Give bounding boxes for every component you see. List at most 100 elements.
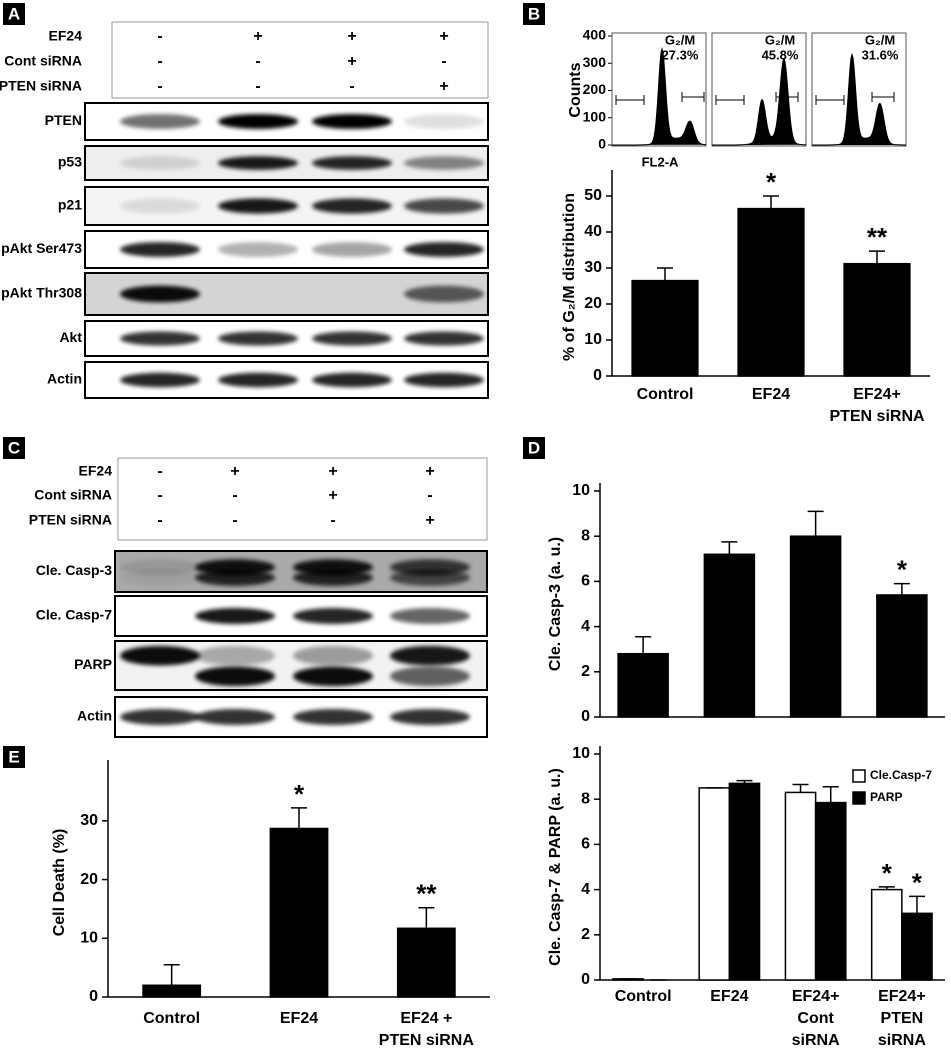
blot-band [195, 569, 275, 586]
band-label: pAkt Ser473 [1, 240, 82, 256]
y-tick-label: 20 [584, 295, 602, 312]
error-bar [163, 963, 180, 986]
blot-band [312, 242, 392, 257]
band-label: Akt [59, 329, 82, 345]
band-label: p21 [58, 197, 82, 213]
blot-band [195, 666, 275, 687]
header-label: PTEN siRNA [29, 512, 112, 528]
header-cell: - [157, 53, 162, 70]
error-bar [893, 582, 910, 595]
blot-band [404, 331, 484, 346]
bar [784, 791, 817, 981]
y-tick-label: 4 [581, 881, 590, 898]
header-label: Cont siRNA [34, 487, 112, 503]
flow-tick-label: 100 [583, 108, 607, 124]
blot-band [404, 198, 484, 214]
blot-band [218, 242, 298, 257]
blot-band [293, 645, 373, 666]
error-bar [807, 510, 824, 537]
histogram-box [811, 32, 907, 147]
flow-ylabel: Counts [567, 62, 584, 117]
y-tick-label: 10 [584, 331, 602, 348]
bar [876, 594, 928, 718]
panel-label-box [523, 3, 545, 25]
blot-band [404, 242, 484, 257]
panel-label-box [3, 437, 25, 459]
y-tick-label: 8 [581, 527, 590, 544]
x-tick-label: Control [615, 988, 672, 1005]
bar [269, 827, 329, 998]
x-tick-label: PTEN siRNA [829, 408, 925, 425]
header-cell: - [330, 512, 335, 529]
y-axis-label: Cle. Casp-3 (a. u.) [547, 537, 564, 671]
panel-label-box [3, 746, 25, 768]
blot-band [195, 608, 275, 624]
blot-band [195, 645, 275, 666]
error-bar [878, 886, 895, 890]
blot-band [293, 569, 373, 586]
blot-band [218, 114, 298, 129]
band-label: PTEN [45, 112, 82, 128]
error-bar [869, 250, 885, 264]
blot-band [218, 156, 298, 170]
header-cell: + [439, 78, 448, 95]
blot-band [404, 285, 484, 303]
x-tick-label: Cont [797, 1010, 834, 1027]
header-cell: + [347, 53, 356, 70]
blot-band [293, 608, 373, 624]
blot-band [218, 198, 298, 214]
panel-label: E [8, 747, 19, 766]
band-label: PARP [74, 656, 112, 672]
blot-band [312, 156, 392, 170]
header-cell: - [441, 53, 446, 70]
x-tick-label: PTEN siRNA [379, 1032, 475, 1049]
gate-percent: 45.8% [762, 47, 799, 62]
y-tick-label: 6 [581, 573, 590, 590]
x-tick-label: EF24 [710, 988, 748, 1005]
bar [901, 912, 933, 981]
band-label: Cle. Casp-7 [36, 607, 112, 623]
histogram-curve [812, 52, 906, 146]
x-tick-label: EF24 [280, 1010, 318, 1027]
header-cell: + [328, 487, 337, 504]
bar [698, 787, 731, 981]
error-bar [763, 195, 779, 209]
header-cell: - [157, 487, 162, 504]
blot-band [218, 372, 298, 388]
error-bar [736, 779, 753, 784]
blot-band [195, 709, 275, 725]
header-label: EF24 [79, 463, 113, 479]
y-tick-label: 6 [581, 836, 590, 853]
y-tick-label: 30 [584, 259, 602, 276]
panel-label-box [3, 3, 25, 25]
y-tick-label: 2 [581, 926, 590, 943]
header-label: Cont siRNA [4, 53, 82, 69]
x-tick-label: EF24+ [878, 988, 926, 1005]
y-axis-label: Cle. Casp-7 & PARP (a. u.) [547, 768, 564, 966]
blot-band [293, 709, 373, 725]
panel-label-box [523, 437, 545, 459]
blot-band [120, 242, 200, 257]
x-tick-label: siRNA [792, 1032, 840, 1049]
bar [703, 553, 756, 718]
y-tick-label: 8 [581, 790, 590, 807]
header-cell: - [157, 28, 162, 45]
y-tick-label: 40 [584, 223, 602, 240]
y-tick-label: 2 [581, 663, 590, 680]
panel-label: B [528, 4, 540, 23]
y-tick-label: 0 [593, 367, 602, 384]
header-cell: + [328, 463, 337, 480]
gate-label: G₂/M [865, 32, 895, 47]
gate-label: G₂/M [765, 32, 795, 47]
x-tick-label: EF24+ [853, 386, 901, 403]
bar [814, 801, 847, 981]
blot-band [390, 608, 470, 624]
header-cell: + [253, 28, 262, 45]
blot-header-box [117, 457, 488, 541]
error-bar [792, 783, 809, 793]
y-tick-label: 10 [572, 482, 590, 499]
blot-band [120, 285, 200, 303]
flow-tick-label: 400 [583, 27, 607, 43]
blot-band [120, 331, 200, 346]
blot-band [312, 372, 392, 388]
